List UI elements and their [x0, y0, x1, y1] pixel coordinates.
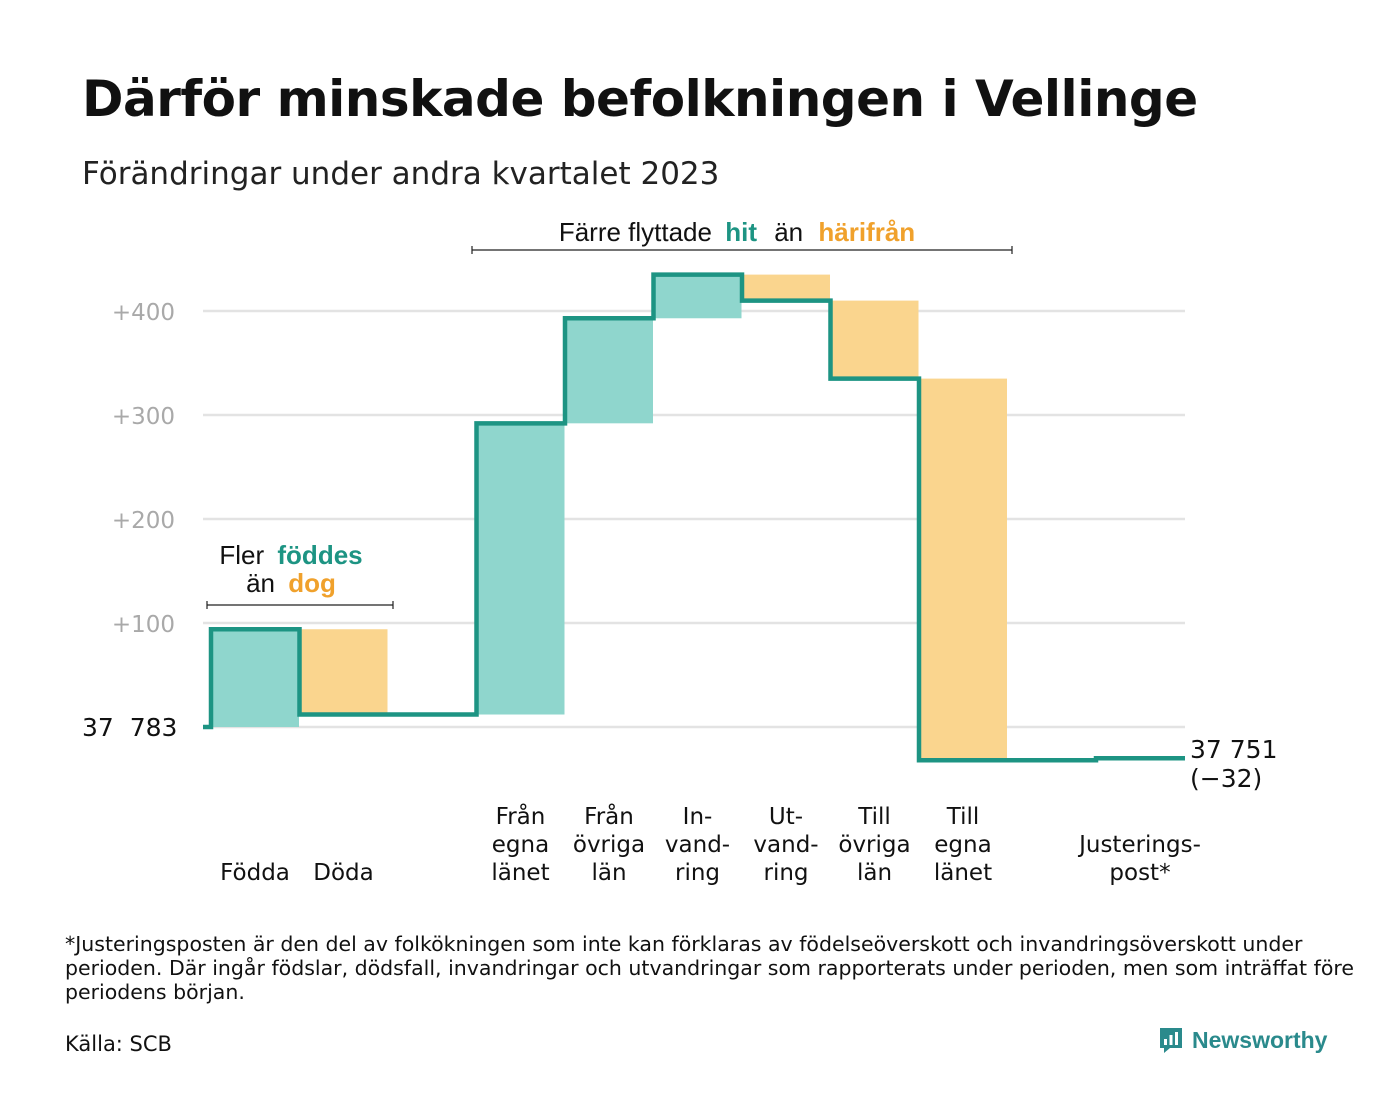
bar — [830, 300, 919, 379]
y-tick-label: +400 — [112, 300, 175, 326]
category-label: länet — [491, 860, 549, 886]
births-annotation: Fler föddes än dog — [206, 540, 394, 609]
migration-annotation-text2: än — [774, 217, 803, 247]
category-label: Justerings- — [1077, 832, 1201, 858]
category-label: Till — [857, 804, 891, 830]
grid-layer: +100 +200 +300 +400 — [112, 300, 1185, 729]
label-layer: Födda DödaFrånegnalänetFrånövrigalänIn-va… — [220, 802, 1201, 886]
category-label: län — [591, 860, 626, 886]
births-annotation-text2: än — [246, 568, 275, 598]
bar-layer — [211, 274, 1184, 761]
category-label: Från — [584, 802, 634, 830]
y-tick-label: +100 — [112, 612, 175, 638]
category-label: Döda — [313, 860, 373, 886]
step-line-layer — [203, 272, 1185, 763]
category-label: övriga — [838, 832, 910, 858]
category-label: ring — [763, 860, 808, 886]
chart-title: Därför minskade befolkningen i Vellinge — [82, 70, 1198, 128]
migration-annotation-accent2: härifrån — [818, 217, 915, 247]
migration-annotation-text: Färre flyttade — [559, 217, 712, 247]
category-label: ring — [675, 860, 720, 886]
end-change-label: (−32) — [1190, 764, 1262, 793]
bar — [476, 423, 565, 715]
category-label: Ut- — [769, 804, 803, 830]
start-value-label: 37 783 — [82, 713, 177, 742]
source-label: Källa: SCB — [65, 1032, 172, 1056]
bar — [211, 629, 299, 727]
category-label: In- — [683, 804, 713, 830]
y-tick-label: +300 — [112, 404, 175, 430]
category-label: vand- — [665, 832, 730, 858]
brand-name: Newsworthy — [1192, 1026, 1328, 1053]
category-label: län — [857, 860, 892, 886]
y-tick-label: +200 — [112, 508, 175, 534]
chart-subtitle: Förändringar under andra kvartalet 2023 — [82, 156, 720, 192]
svg-text:än dog: än dog — [246, 568, 336, 598]
category-label: vand- — [753, 832, 818, 858]
category-label: egna — [934, 832, 991, 858]
bar — [919, 378, 1007, 761]
births-annotation-text: Fler — [219, 540, 264, 570]
category-label: egna — [492, 832, 549, 858]
births-annotation-accent: föddes — [277, 540, 362, 570]
waterfall-chart: +100+200+300+400 Födda DödaFrånegnalänetF… — [82, 217, 1277, 886]
category-label: länet — [934, 860, 992, 886]
category-label: Från — [496, 802, 546, 830]
svg-text:Fler föddes: Fler föddes — [219, 540, 362, 570]
footnote: *Justeringsposten är den del av folkökni… — [65, 932, 1354, 1004]
migration-annotation-accent: hit — [725, 217, 757, 247]
bar — [299, 629, 388, 715]
newsworthy-icon — [1160, 1028, 1182, 1053]
category-label: övriga — [573, 832, 645, 858]
bar — [565, 318, 653, 424]
category-label: Till — [946, 804, 980, 830]
population-step-line — [203, 272, 1185, 763]
svg-text:Färre flyttade hit: Färre flyttade hit än härifrån — [559, 217, 915, 247]
bar — [742, 274, 830, 301]
migration-annotation: Färre flyttade hit än härifrån — [471, 217, 1013, 254]
births-annotation-accent2: dog — [288, 568, 336, 598]
brand-logo: Newsworthy — [1158, 1026, 1327, 1054]
bar — [653, 274, 742, 319]
category-label: post* — [1109, 860, 1170, 886]
category-label: Födda — [220, 860, 290, 886]
end-value-label: 37 751 — [1190, 735, 1277, 764]
